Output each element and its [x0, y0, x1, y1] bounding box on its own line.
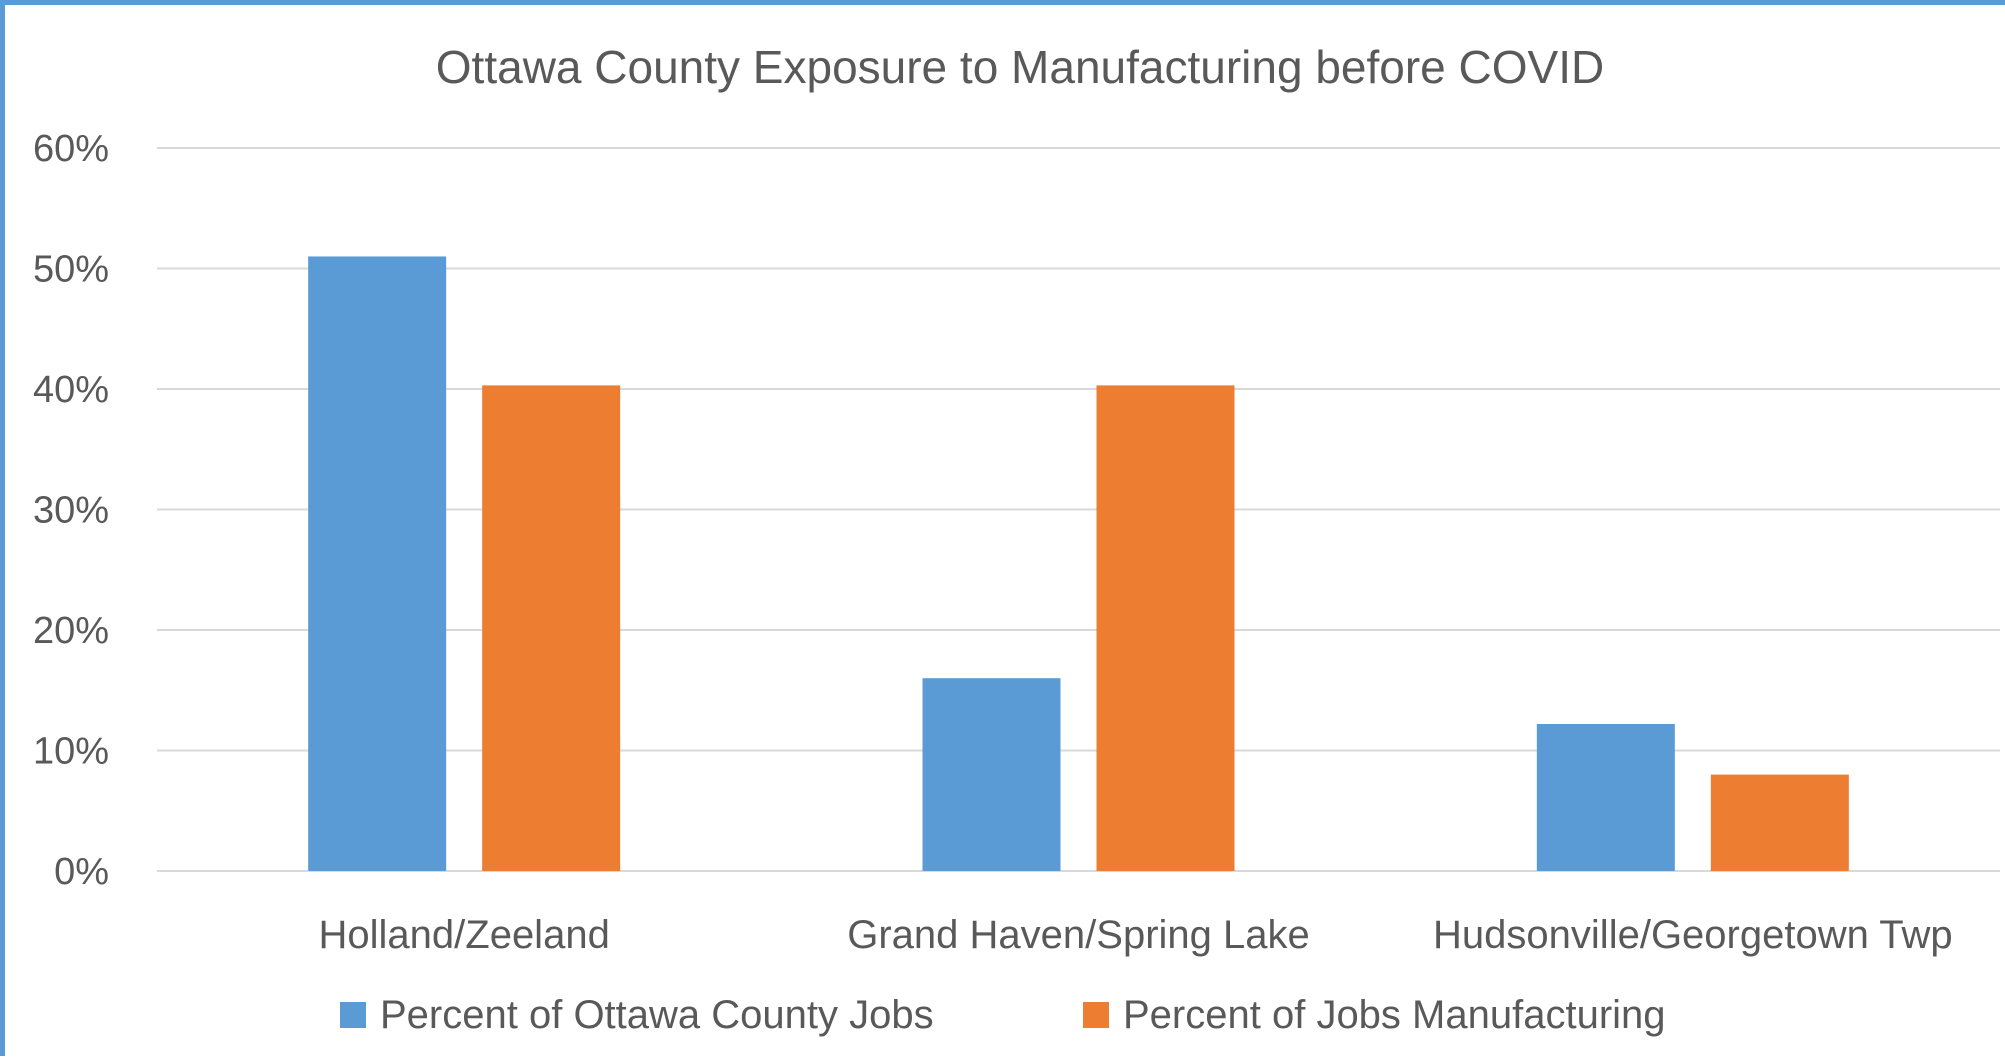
y-tick-label: 10% [33, 731, 109, 773]
bars [308, 256, 1849, 871]
bar-chart: Ottawa County Exposure to Manufacturing … [33, 41, 2000, 1037]
legend-label: Percent of Ottawa County Jobs [380, 993, 934, 1037]
y-tick-label: 30% [33, 490, 109, 532]
bar-manufacturing-jobs [482, 385, 621, 871]
y-tick-label: 60% [33, 128, 109, 170]
legend-swatch [1083, 1002, 1109, 1028]
bar-manufacturing-jobs [1710, 774, 1849, 871]
bar-ottawa-jobs [922, 678, 1061, 871]
legend-swatch [340, 1002, 366, 1028]
x-category-label: Holland/Zeeland [319, 913, 610, 957]
chart-title: Ottawa County Exposure to Manufacturing … [436, 41, 1604, 93]
x-category-label: Grand Haven/Spring Lake [847, 913, 1310, 957]
x-axis-category-labels: Holland/Zeeland Grand Haven/Spring Lake Hu… [319, 913, 1953, 957]
bar-manufacturing-jobs [1096, 385, 1235, 871]
bar-ottawa-jobs [308, 256, 447, 871]
x-category-label: Hudsonville/Georgetown Twp [1433, 913, 1953, 957]
y-tick-label: 40% [33, 369, 109, 411]
bar-ottawa-jobs [1536, 723, 1675, 871]
y-axis-tick-labels: 0% 10% 20% 30% 40% 50% 60% [33, 128, 109, 893]
y-tick-label: 0% [54, 851, 109, 893]
y-tick-label: 20% [33, 610, 109, 652]
legend: Percent of Ottawa County Jobs Percent of … [340, 993, 1666, 1037]
y-tick-label: 50% [33, 249, 109, 291]
legend-label: Percent of Jobs Manufacturing [1123, 993, 1666, 1037]
gridlines [157, 147, 2000, 872]
